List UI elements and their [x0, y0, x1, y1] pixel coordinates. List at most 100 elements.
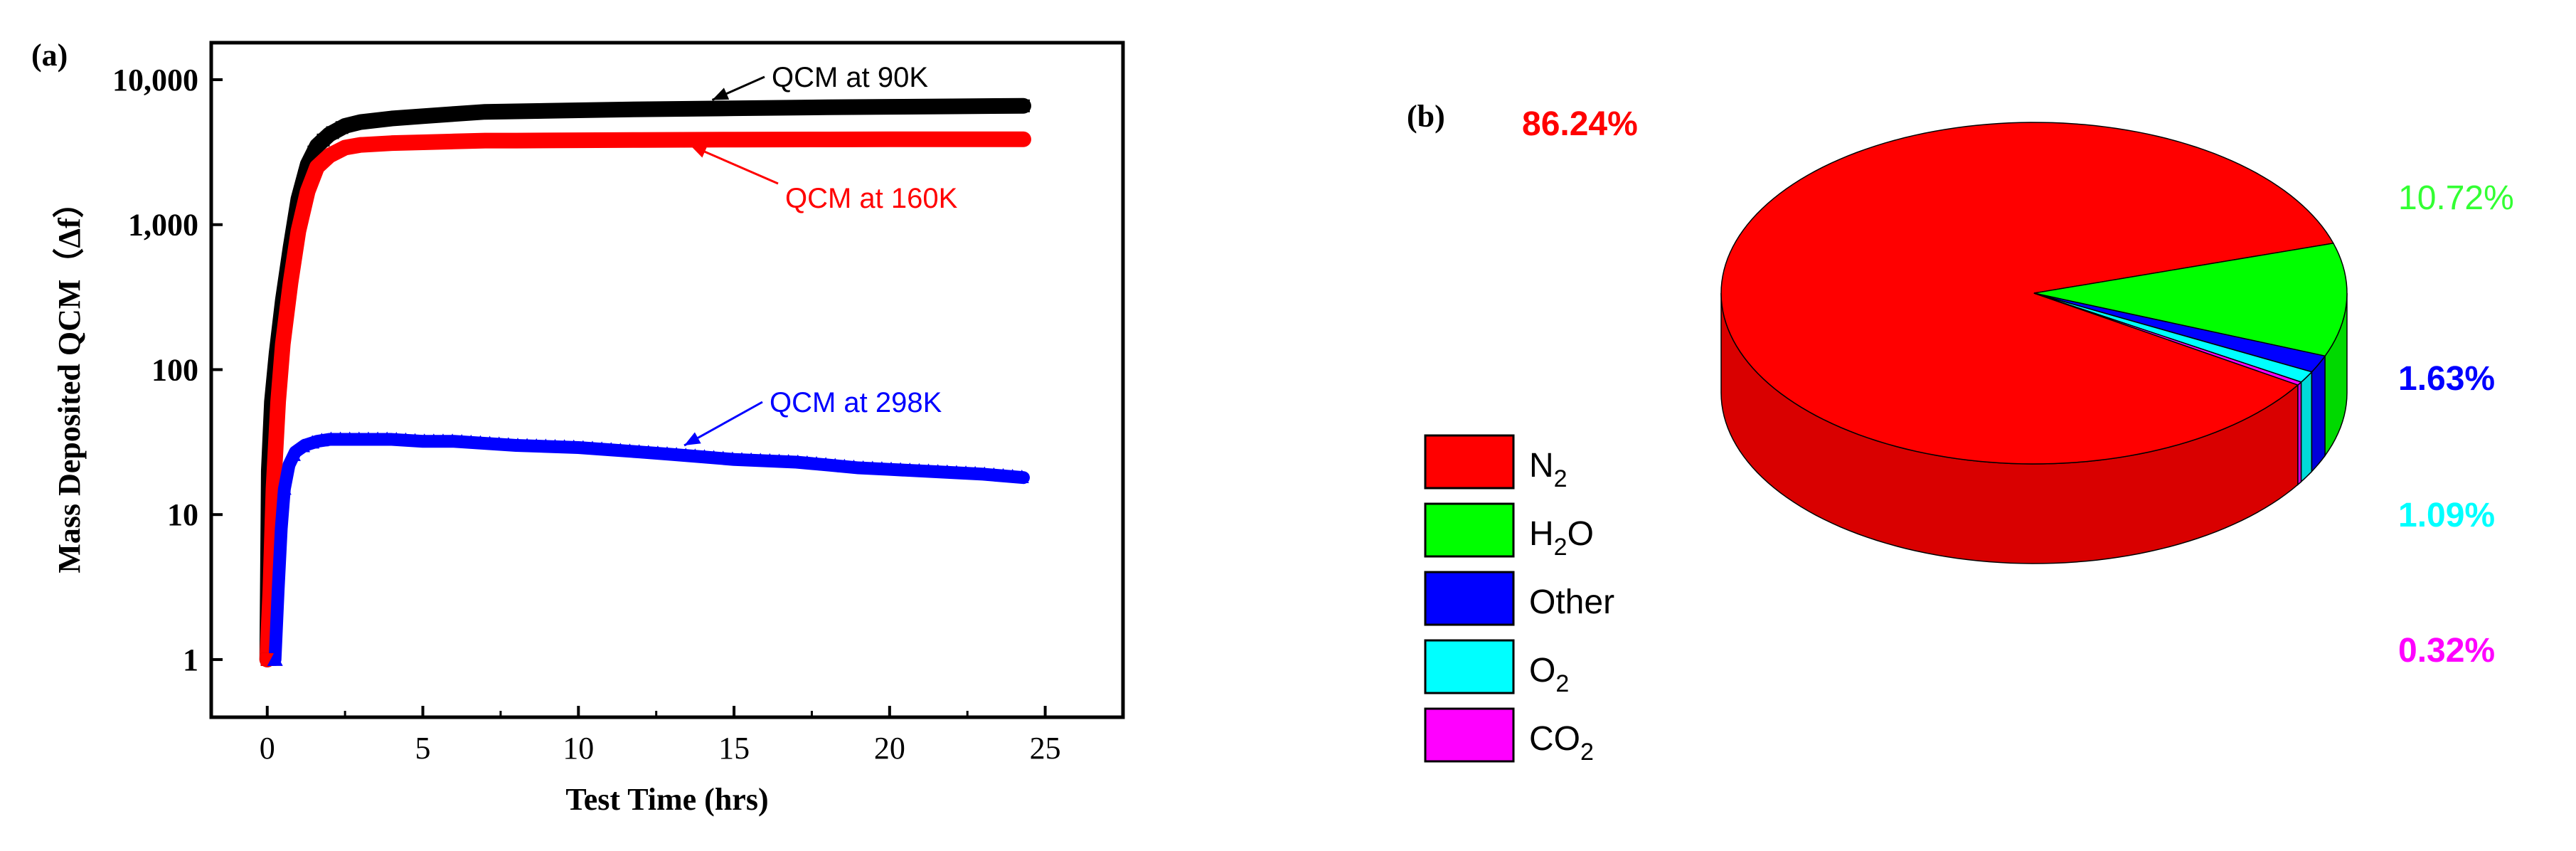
- data-point: [277, 481, 292, 495]
- slice-Other-side: [2311, 354, 2326, 473]
- data-point: [548, 438, 563, 453]
- data-point: [520, 438, 535, 452]
- data-point: [753, 453, 768, 467]
- data-point: [510, 438, 525, 452]
- data-point: [1005, 468, 1020, 482]
- legend-label: CO2: [1529, 720, 1594, 766]
- data-point: [940, 464, 954, 478]
- data-point: [324, 431, 339, 445]
- annotation-arrowhead: [712, 88, 730, 100]
- series-2: [267, 431, 1030, 666]
- data-point: [595, 441, 610, 455]
- data-point: [380, 431, 395, 445]
- data-point: [828, 458, 843, 472]
- slice-Other: [2033, 292, 2326, 373]
- data-point-first: [267, 650, 283, 666]
- legend-swatch: [1424, 707, 1515, 763]
- y-tick-label: 1,000: [128, 208, 198, 243]
- data-point: [585, 440, 600, 455]
- legend-swatch: [1424, 502, 1515, 558]
- x-tick-label: 20: [874, 731, 905, 766]
- data-point: [288, 244, 303, 259]
- data-point: [678, 448, 693, 462]
- annotation-arrowhead: [690, 145, 708, 158]
- data-point: [1016, 99, 1030, 112]
- data-point: [874, 461, 889, 475]
- panel-b-label: (b): [1407, 99, 1445, 134]
- pie-value-label: 0.32%: [2398, 632, 2495, 670]
- data-point: [809, 456, 824, 470]
- slice-O2: [2033, 292, 2313, 383]
- data-point: [333, 431, 348, 445]
- legend-swatch: [1424, 639, 1515, 694]
- data-point: [837, 458, 852, 472]
- slice-CO2: [2033, 292, 2303, 386]
- data-point: [307, 145, 321, 159]
- data-point: [669, 447, 684, 461]
- data-point: [884, 461, 899, 475]
- legend-label: H2O: [1529, 515, 1594, 561]
- legend-label: O2: [1529, 652, 1569, 697]
- legend-swatch: [1424, 434, 1515, 490]
- y-axis-label: Mass Deposited QCM（Δf）: [52, 186, 87, 573]
- data-point: [949, 465, 964, 479]
- data-point: [846, 459, 861, 473]
- pie-3d: [1720, 122, 2348, 564]
- annotation-arrowhead: [684, 432, 701, 446]
- x-tick-label: 0: [260, 731, 275, 766]
- data-point: [307, 168, 321, 183]
- x-tick-label: 25: [1030, 731, 1061, 766]
- panel-a-label: (a): [31, 38, 68, 73]
- slice-O2-side: [2300, 370, 2313, 483]
- series-1: [259, 131, 1031, 667]
- data-point: [977, 466, 992, 480]
- data-point: [417, 433, 432, 448]
- data-point: [744, 452, 759, 466]
- data-point: [371, 431, 385, 445]
- data-point: [959, 465, 974, 480]
- data-point: [650, 445, 665, 460]
- panel-b-pie-chart: (b) 86.24% 10.72% 1.63% 1.09% 0.32% N2 H2O Oth…: [1407, 99, 2514, 766]
- data-point: [968, 465, 983, 480]
- data-point: [398, 432, 413, 446]
- data-point: [426, 433, 441, 448]
- axes-ticks: 0 5 10 15 20 25 1 10 100 1,000 10,000: [112, 63, 1061, 766]
- data-point: [501, 437, 516, 451]
- data-point: [473, 435, 488, 449]
- plot-frame: [209, 41, 1125, 719]
- pie-value-label: 10.72%: [2398, 179, 2514, 217]
- data-point: [819, 457, 834, 471]
- data-point: [781, 454, 796, 468]
- data-point: [613, 443, 628, 457]
- x-tick-label: 10: [563, 731, 594, 766]
- data-point: [351, 431, 366, 445]
- data-point: [688, 448, 703, 462]
- data-point: [706, 450, 721, 464]
- y-tick-label: 1: [183, 643, 198, 677]
- data-point: [1014, 470, 1029, 484]
- data-point: [538, 438, 553, 453]
- data-point: [912, 462, 927, 477]
- slice-H2O: [2033, 243, 2348, 357]
- data-point: [697, 449, 712, 463]
- data-point: [856, 460, 871, 474]
- data-point: [361, 431, 376, 445]
- data-point: [921, 463, 936, 477]
- data-point: [772, 453, 787, 467]
- data-point: [725, 451, 740, 465]
- pie-value-label: 1.09%: [2398, 497, 2495, 534]
- pie-value-labels: 86.24% 10.72% 1.63% 1.09% 0.32%: [1522, 105, 2514, 670]
- x-tick-label: 15: [718, 731, 750, 766]
- x-tick-label: 5: [415, 731, 431, 766]
- slice-N2: [1720, 122, 2334, 465]
- data-point: [464, 434, 479, 448]
- data-point: [735, 452, 750, 466]
- y-tick-label: 10: [167, 497, 198, 532]
- pie-value-label: 86.24%: [1522, 105, 1638, 143]
- data-point: [454, 433, 469, 448]
- data-point: [435, 433, 450, 448]
- data-point: [286, 447, 301, 461]
- y-tick-label: 10,000: [112, 63, 198, 97]
- panel-a-line-chart: (a) 0 5 10 15 20 25 1 10 100 1,000 10,000 QCM at 9…: [31, 38, 1125, 817]
